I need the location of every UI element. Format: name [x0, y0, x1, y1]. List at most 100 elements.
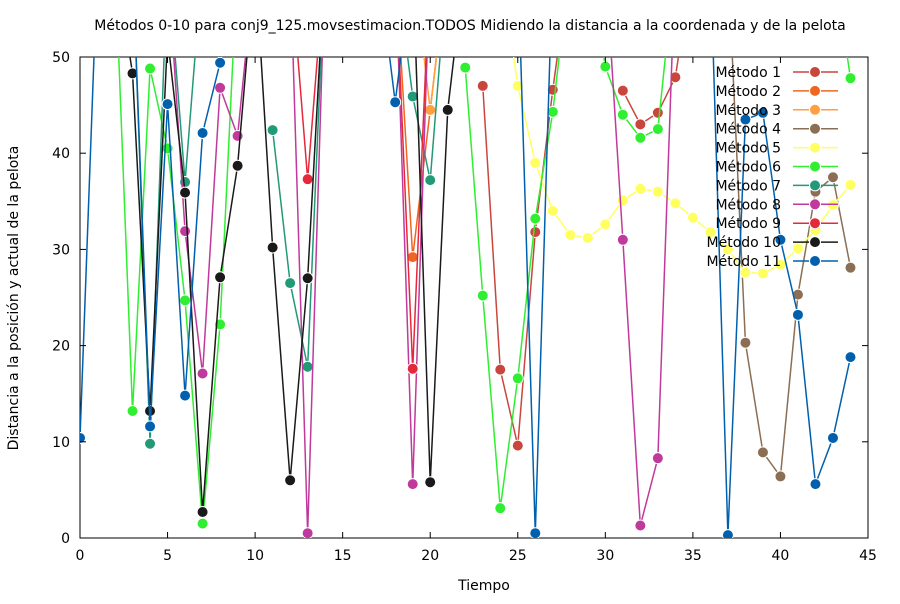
data-point	[80, 431, 86, 444]
data-point	[424, 103, 437, 116]
data-point	[634, 131, 647, 144]
legend-label: Método 7	[715, 178, 781, 194]
y-tick-label: 40	[52, 146, 70, 162]
data-point	[721, 529, 734, 538]
data-point	[389, 96, 402, 109]
data-point	[616, 108, 629, 121]
legend-label: Método 3	[715, 103, 781, 119]
data-point	[459, 61, 472, 74]
data-point	[441, 103, 454, 116]
data-point	[161, 142, 174, 155]
data-point	[494, 502, 507, 515]
legend-marker	[809, 66, 821, 78]
data-point	[214, 271, 227, 284]
x-tick-label: 15	[334, 548, 352, 564]
data-point	[844, 72, 857, 85]
y-tick-label: 30	[52, 242, 70, 258]
x-tick-label: 0	[76, 548, 85, 564]
data-point	[424, 174, 437, 187]
data-point	[231, 159, 244, 172]
data-point	[704, 226, 717, 239]
legend-marker	[809, 255, 821, 267]
legend-marker	[809, 198, 821, 211]
data-point	[511, 439, 524, 452]
data-point	[284, 474, 297, 487]
data-point	[616, 194, 629, 207]
data-point	[511, 79, 524, 92]
series-line	[423, 57, 438, 110]
legend-marker	[809, 236, 821, 249]
x-tick-label: 45	[859, 548, 877, 564]
series-line	[80, 57, 852, 536]
data-point	[669, 197, 682, 210]
y-tick-label: 50	[52, 50, 70, 66]
data-point	[144, 420, 157, 433]
data-point	[616, 84, 629, 97]
data-point	[161, 98, 174, 111]
data-point	[774, 233, 787, 246]
legend-label: Método 9	[715, 216, 781, 232]
data-point	[844, 261, 857, 274]
legend-marker	[809, 141, 821, 154]
legend-label: Método 2	[715, 84, 781, 100]
data-point	[739, 336, 752, 349]
data-point	[196, 506, 209, 519]
data-point	[231, 129, 244, 142]
data-point	[196, 367, 209, 380]
x-tick-label: 30	[596, 548, 614, 564]
data-point	[564, 228, 577, 241]
data-point	[739, 113, 752, 126]
series-line	[400, 57, 438, 258]
x-tick-label: 20	[421, 548, 439, 564]
legend-label: Método 11	[707, 254, 781, 270]
data-point	[406, 362, 419, 375]
chart-title: Métodos 0-10 para conj9_125.movsestimaci…	[94, 18, 845, 34]
plot-area	[80, 57, 857, 538]
data-point	[301, 173, 314, 186]
data-point	[301, 527, 314, 538]
data-point	[266, 241, 279, 254]
data-point	[179, 389, 192, 402]
data-point	[476, 289, 489, 302]
legend-label: Método 10	[707, 235, 781, 251]
data-point	[529, 527, 542, 538]
legend-marker	[809, 160, 821, 173]
x-tick-label: 10	[246, 548, 264, 564]
data-point	[739, 266, 752, 279]
data-point	[529, 226, 542, 239]
data-point	[406, 251, 419, 264]
data-point	[774, 470, 787, 483]
data-point	[196, 126, 209, 139]
data-point	[634, 519, 647, 532]
data-point	[826, 199, 839, 212]
data-point	[809, 478, 822, 491]
data-point	[214, 57, 227, 69]
data-point	[634, 182, 647, 195]
data-point	[126, 405, 139, 418]
data-point	[651, 106, 664, 119]
x-axis-label: Tiempo	[457, 578, 510, 594]
data-point	[826, 171, 839, 184]
data-point	[126, 67, 139, 80]
legend-marker	[809, 179, 821, 192]
data-point	[179, 294, 192, 307]
data-point	[179, 186, 192, 199]
data-point	[529, 156, 542, 169]
data-point	[826, 431, 839, 444]
data-point	[406, 90, 419, 103]
data-point	[721, 243, 734, 256]
data-point	[196, 517, 209, 530]
data-point	[476, 79, 489, 92]
data-point	[144, 437, 157, 450]
series-line	[118, 57, 852, 524]
data-point	[214, 81, 227, 94]
data-point	[634, 118, 647, 131]
y-tick-label: 0	[61, 531, 70, 547]
x-tick-label: 5	[163, 548, 172, 564]
data-point	[844, 351, 857, 364]
x-tick-label: 25	[509, 548, 527, 564]
data-point	[284, 277, 297, 290]
x-tick-label: 40	[772, 548, 790, 564]
series-line	[173, 57, 673, 534]
